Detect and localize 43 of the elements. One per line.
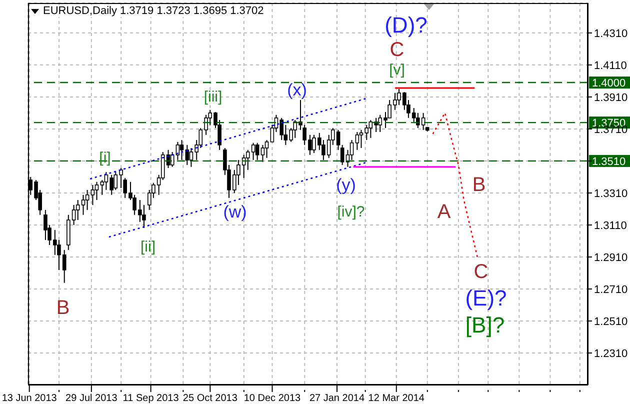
annotation: C — [474, 261, 488, 283]
y-tick-label: 1.4310 — [594, 28, 628, 40]
candlestick — [180, 139, 184, 160]
annotation: (x) — [287, 80, 307, 100]
ref-line-label: 1.4000 — [592, 78, 626, 90]
x-tick-label: 13 Jun 2013 — [2, 393, 58, 404]
y-tick-label: 1.3910 — [594, 92, 628, 104]
annotation: (D)? — [384, 12, 428, 38]
y-tick-label: 1.3110 — [594, 220, 627, 232]
annotation: [iii] — [204, 88, 222, 106]
annotation: [ii] — [140, 238, 156, 256]
candlestick — [264, 139, 269, 158]
annotation: (E)? — [465, 286, 507, 310]
x-tick-label: 29 Jul 2013 — [66, 393, 118, 404]
x-tick-label: 10 Dec 2013 — [244, 393, 302, 404]
annotation: [v] — [389, 62, 405, 78]
candlestick — [44, 209, 48, 241]
candlestick — [90, 184, 95, 206]
annotation: [B]? — [465, 312, 505, 338]
ref-line-label: 1.3510 — [592, 156, 626, 168]
y-tick-label: 1.2710 — [594, 284, 628, 296]
x-tick-label: 25 Oct 2013 — [182, 393, 238, 404]
annotation: A — [437, 201, 452, 223]
y-tick-label: 1.3310 — [594, 188, 628, 200]
chart-title: EURUSD,Daily 1.3719 1.3723 1.3695 1.3702 — [43, 5, 264, 17]
candlestick — [355, 131, 360, 150]
y-tick-label: 1.4110 — [594, 60, 627, 72]
candlestick — [255, 142, 260, 160]
x-tick-label: 27 Jan 2014 — [309, 393, 365, 404]
annotation: [iv]? — [337, 204, 365, 220]
candlestick — [260, 144, 265, 162]
y-tick-label: 1.2910 — [594, 252, 628, 264]
x-tick-label: 12 Mar 2014 — [368, 393, 425, 404]
y-tick-label: 1.2510 — [594, 316, 628, 328]
x-tick-label: 11 Sep 2013 — [122, 393, 180, 404]
candlestick — [142, 204, 146, 229]
annotation: (w) — [223, 202, 247, 222]
candlestick — [350, 139, 354, 160]
annotation: C — [390, 39, 404, 61]
y-tick-label: 1.2310 — [594, 348, 628, 360]
annotation: (y) — [336, 176, 356, 194]
annotation: B — [472, 174, 486, 196]
annotation: B — [56, 297, 70, 319]
